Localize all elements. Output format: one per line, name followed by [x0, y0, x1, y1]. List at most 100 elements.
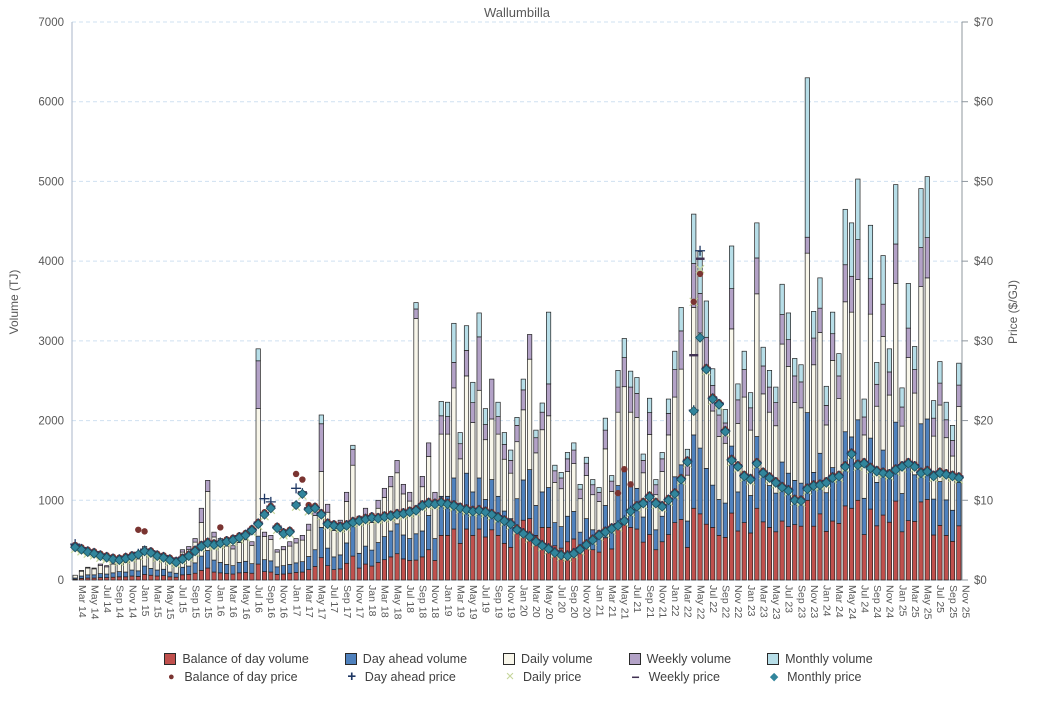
svg-text:Nov 16: Nov 16 — [278, 585, 290, 618]
svg-text:Jan 19: Jan 19 — [442, 585, 454, 617]
svg-text:May 19: May 19 — [467, 585, 479, 620]
legend-monthly-price: ◆ Monthly price — [767, 670, 873, 684]
legend-label: Day ahead volume — [362, 652, 468, 666]
svg-text:$30: $30 — [974, 336, 993, 348]
svg-text:Jan 16: Jan 16 — [215, 585, 227, 617]
svg-text:Mar 17: Mar 17 — [303, 585, 315, 618]
legend-label: Daily price — [523, 670, 582, 684]
legend-swatch-icon — [503, 653, 516, 665]
svg-text:Nov 21: Nov 21 — [656, 585, 668, 618]
svg-text:6000: 6000 — [38, 97, 64, 109]
svg-text:Nov 14: Nov 14 — [126, 585, 138, 618]
svg-text:May 21: May 21 — [619, 585, 631, 620]
legend-label: Monthly volume — [785, 652, 873, 666]
legend-label: Weekly price — [648, 670, 720, 684]
legend-weekly-volume: Weekly volume — [628, 652, 732, 666]
svg-text:Jan 15: Jan 15 — [139, 585, 151, 617]
svg-text:Nov 18: Nov 18 — [429, 585, 441, 618]
svg-text:Jul 20: Jul 20 — [555, 585, 567, 613]
chart-title: Wallumbilla — [484, 5, 550, 20]
svg-text:0: 0 — [58, 575, 64, 587]
svg-text:Sep 20: Sep 20 — [568, 585, 580, 618]
svg-text:Mar 15: Mar 15 — [152, 585, 164, 618]
svg-text:Jan 22: Jan 22 — [669, 585, 681, 617]
legend: Balance of day volume Day ahead volume Dai… — [0, 652, 1037, 684]
svg-text:Jul 22: Jul 22 — [707, 585, 719, 613]
svg-text:Jul 25: Jul 25 — [934, 585, 946, 613]
svg-text:Jan 18: Jan 18 — [366, 585, 378, 617]
svg-text:May 17: May 17 — [316, 585, 328, 620]
svg-text:May 15: May 15 — [164, 585, 176, 620]
svg-text:May 24: May 24 — [846, 585, 858, 620]
svg-text:Jan 23: Jan 23 — [745, 585, 757, 617]
svg-text:Sep 17: Sep 17 — [341, 585, 353, 618]
svg-text:Jul 21: Jul 21 — [631, 585, 643, 613]
svg-text:Sep 22: Sep 22 — [720, 585, 732, 618]
legend-swatch-icon — [164, 653, 177, 665]
svg-text:Nov 15: Nov 15 — [202, 585, 214, 618]
legend-swatch-icon — [767, 653, 780, 665]
svg-text:1000: 1000 — [38, 495, 64, 507]
svg-text:Jul 14: Jul 14 — [101, 585, 113, 613]
svg-text:Mar 20: Mar 20 — [530, 585, 542, 618]
svg-text:Mar 19: Mar 19 — [454, 585, 466, 618]
svg-text:May 14: May 14 — [88, 585, 100, 620]
legend-circle-marker-icon: ● — [168, 671, 175, 683]
svg-text:Jan 17: Jan 17 — [290, 585, 302, 617]
svg-text:Jan 24: Jan 24 — [821, 585, 833, 617]
legend-day-ahead-price: + Day ahead price — [345, 668, 467, 685]
svg-text:Nov 20: Nov 20 — [581, 585, 593, 618]
legend-label: Weekly volume — [646, 652, 732, 666]
legend-day-ahead-volume: Day ahead volume — [344, 652, 468, 666]
svg-text:$0: $0 — [974, 575, 987, 587]
legend-plus-marker-icon: + — [347, 668, 357, 685]
svg-text:Jul 24: Jul 24 — [858, 585, 870, 613]
svg-text:Mar 14: Mar 14 — [76, 585, 88, 618]
svg-text:May 25: May 25 — [922, 585, 934, 620]
svg-text:Sep 14: Sep 14 — [114, 585, 126, 618]
legend-weekly-price: − Weekly price — [629, 670, 732, 684]
svg-text:$40: $40 — [974, 256, 993, 268]
svg-text:Sep 24: Sep 24 — [871, 585, 883, 618]
svg-text:May 22: May 22 — [694, 585, 706, 620]
svg-text:May 16: May 16 — [240, 585, 252, 620]
svg-text:Nov 25: Nov 25 — [959, 585, 971, 618]
svg-text:Sep 21: Sep 21 — [644, 585, 656, 618]
svg-text:Sep 19: Sep 19 — [492, 585, 504, 618]
legend-dash-marker-icon: − — [631, 669, 640, 685]
svg-text:May 23: May 23 — [770, 585, 782, 620]
svg-text:$60: $60 — [974, 97, 993, 109]
svg-text:Jan 21: Jan 21 — [593, 585, 605, 617]
legend-monthly-volume: Monthly volume — [767, 652, 873, 666]
svg-text:3000: 3000 — [38, 336, 64, 348]
svg-text:Nov 22: Nov 22 — [732, 585, 744, 618]
svg-text:4000: 4000 — [38, 256, 64, 268]
svg-text:Jul 19: Jul 19 — [480, 585, 492, 613]
legend-x-marker-icon: × — [505, 668, 515, 685]
svg-text:Nov 19: Nov 19 — [505, 585, 517, 618]
legend-label: Balance of day price — [184, 670, 298, 684]
svg-text:Mar 18: Mar 18 — [379, 585, 391, 618]
svg-text:Mar 24: Mar 24 — [833, 585, 845, 618]
svg-text:Jan 25: Jan 25 — [896, 585, 908, 617]
svg-text:Jul 16: Jul 16 — [252, 585, 264, 613]
svg-text:Mar 22: Mar 22 — [682, 585, 694, 618]
svg-text:May 18: May 18 — [391, 585, 403, 620]
legend-swatch-icon — [628, 653, 641, 665]
svg-text:$50: $50 — [974, 176, 993, 188]
svg-text:Sep 18: Sep 18 — [417, 585, 429, 618]
svg-text:Mar 25: Mar 25 — [909, 585, 921, 618]
svg-text:May 20: May 20 — [543, 585, 555, 620]
svg-text:5000: 5000 — [38, 176, 64, 188]
volume-bars — [72, 77, 962, 581]
svg-text:Sep 16: Sep 16 — [265, 585, 277, 618]
legend-label: Balance of day volume — [182, 652, 309, 666]
svg-text:Jul 23: Jul 23 — [783, 585, 795, 613]
svg-text:Mar 16: Mar 16 — [227, 585, 239, 618]
price-markers-diamond — [70, 332, 964, 568]
svg-text:Nov 23: Nov 23 — [808, 585, 820, 618]
svg-text:Jul 15: Jul 15 — [177, 585, 189, 613]
legend-label: Daily volume — [521, 652, 593, 666]
svg-text:2000: 2000 — [38, 416, 64, 428]
svg-text:Sep 25: Sep 25 — [947, 585, 959, 618]
